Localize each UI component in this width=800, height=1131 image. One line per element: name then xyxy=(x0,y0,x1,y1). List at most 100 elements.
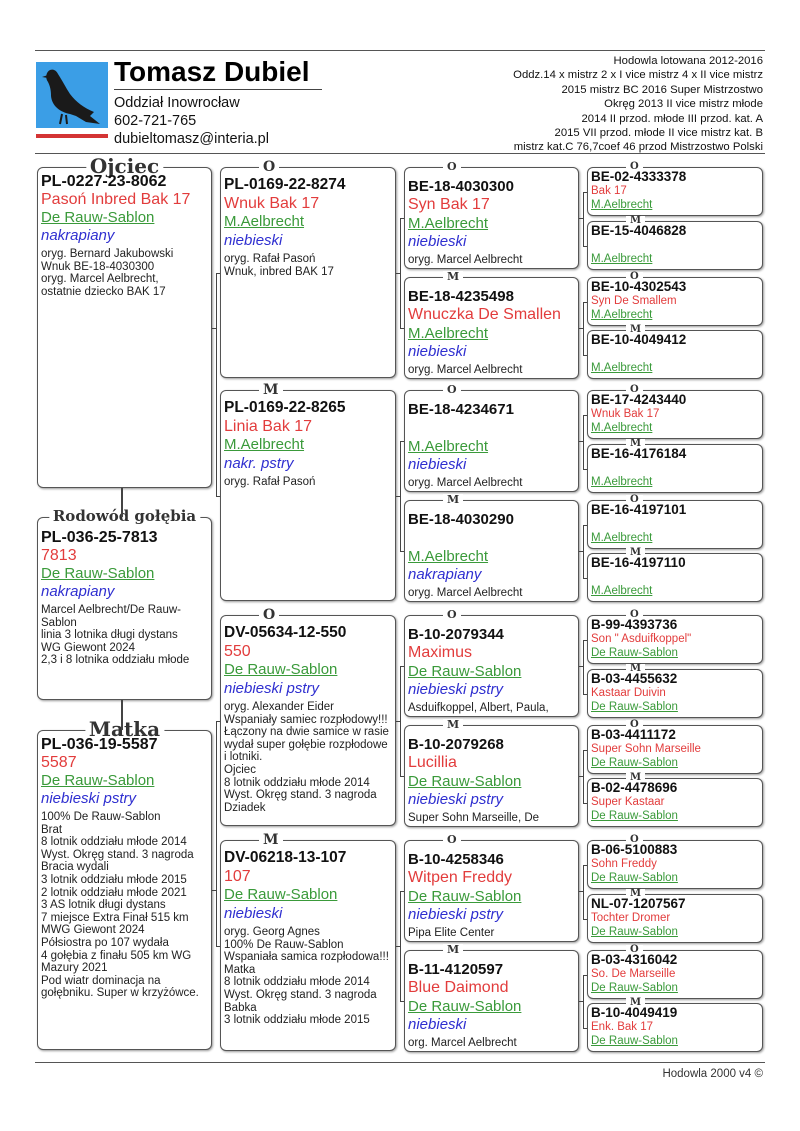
pigeon-name: 550 xyxy=(224,642,251,660)
footer-text: Hodowla 2000 v4 © xyxy=(662,1068,763,1080)
breeder-link[interactable]: M.Aelbrecht xyxy=(224,436,305,453)
pigeon-name: So. De Marseille xyxy=(591,968,676,980)
breeder-link[interactable]: De Rauw-Sablon xyxy=(224,886,338,903)
pigeon-color: niebieski pstry xyxy=(408,790,504,808)
ring-number: B-11-4120597 xyxy=(408,961,504,978)
great-great-grandparent-card[interactable]: O BE-16-4197101 M.Aelbrecht xyxy=(587,495,763,549)
email[interactable]: dubieltomasz@interia.pl xyxy=(114,131,269,147)
pigeon-color: nakrapiany xyxy=(41,227,115,244)
grandparent-card[interactable]: M PL-0169-22-8265 Linia Bak 17 M.Aelbrecht n… xyxy=(220,382,396,601)
breeder-link[interactable]: M.Aelbrecht xyxy=(408,547,489,565)
breeder-link[interactable]: De Rauw-Sablon xyxy=(591,757,678,769)
achievement-line: 2015 mistrz BC 2016 Super Mistrzostwo xyxy=(561,83,763,96)
connector-line xyxy=(396,945,400,947)
great-great-grandparent-card[interactable]: O B-03-4316042 So. De Marseille De Rauw-Sab… xyxy=(587,945,763,999)
breeder-link[interactable]: De Rauw-Sablon xyxy=(591,926,678,938)
breeder-link[interactable]: De Rauw-Sablon xyxy=(591,1035,678,1047)
pigeon-name: Syn Bak 17 xyxy=(408,196,490,214)
breeder-link[interactable]: De Rauw-Sablon xyxy=(591,872,678,884)
connector-line xyxy=(216,272,217,496)
great-great-grandparent-card[interactable]: O BE-10-4302543 Syn De Smallem M.Aelbrecht xyxy=(587,272,763,326)
great-great-grandparent-card[interactable]: O BE-02-4333378 Bak 17 M.Aelbrecht xyxy=(587,162,763,216)
note-line: linia 3 lotnika długi dystans xyxy=(41,629,178,642)
great-great-grandparent-card[interactable]: M B-10-4049419 Enk. Bak 17 De Rauw-Sablon xyxy=(587,998,763,1052)
breeder-link[interactable]: M.Aelbrecht xyxy=(591,476,653,488)
breeder-link[interactable]: M.Aelbrecht xyxy=(591,422,653,434)
breeder-link[interactable]: M.Aelbrecht xyxy=(591,362,653,374)
great-great-grandparent-card[interactable]: M BE-16-4197110 M.Aelbrecht xyxy=(587,548,763,602)
great-great-grandparent-card[interactable]: O B-06-5100883 Sohn Freddy De Rauw-Sablon xyxy=(587,835,763,889)
breeder-link[interactable]: M.Aelbrecht xyxy=(408,437,489,455)
father-card[interactable]: Ojciec PL-0227-23-8062 Pasoń Inbred Bak 17… xyxy=(37,156,212,488)
great-great-grandparent-card[interactable]: M B-02-4478696 Super Kastaar De Rauw-Sablon xyxy=(587,773,763,827)
note-line: Wnuk BE-18-4030300 xyxy=(41,260,155,273)
subject-card[interactable]: Rodowód gołębia PL-036-25-7813 7813 De Rauw… xyxy=(37,509,212,700)
connector-line xyxy=(579,551,583,552)
breeder-link[interactable]: M.Aelbrecht xyxy=(591,532,653,544)
breeder-link[interactable]: De Rauw-Sablon xyxy=(591,810,678,822)
ring-number: B-99-4393736 xyxy=(591,618,678,632)
connector-line xyxy=(579,328,583,329)
great-grandparent-card[interactable]: M B-10-2079268 Lucillia De Rauw-Sablon niebi… xyxy=(404,719,579,827)
great-great-grandparent-card[interactable]: O B-03-4411172 Super Sohn Marseille De Rauw… xyxy=(587,720,763,774)
breeder-link[interactable]: De Rauw-Sablon xyxy=(408,997,522,1015)
breeder-link[interactable]: De Rauw-Sablon xyxy=(408,772,522,790)
grandparent-card[interactable]: O PL-0169-22-8274 Wnuk Bak 17 M.Aelbrecht ni… xyxy=(220,159,396,378)
great-great-grandparent-card[interactable]: M BE-10-4049412 M.Aelbrecht xyxy=(587,325,763,379)
ring-number: B-03-4455632 xyxy=(591,672,678,686)
ring-number: B-10-4049419 xyxy=(591,1006,678,1020)
pigeon-name xyxy=(591,517,759,531)
pigeon-color: niebieski xyxy=(408,232,467,250)
great-great-grandparent-card[interactable]: O B-99-4393736 Son " Asduifkoppel" De Rauw-… xyxy=(587,610,763,664)
breeder-link[interactable]: M.Aelbrecht xyxy=(408,324,489,342)
ring-number: DV-06218-13-107 xyxy=(224,849,347,866)
connector-line xyxy=(121,700,123,730)
breeder-link[interactable]: De Rauw-Sablon xyxy=(591,647,678,659)
notes: oryg. Marcel Aelbrecht xyxy=(408,364,575,376)
ring-number: BE-18-4030300 xyxy=(408,178,514,195)
parent-label: O xyxy=(443,609,461,621)
breeder-link[interactable]: De Rauw-Sablon xyxy=(224,661,338,678)
note-line: Dziadek xyxy=(224,801,266,814)
grandparent-card[interactable]: M DV-06218-13-107 107 De Rauw-Sablon niebies… xyxy=(220,832,396,1051)
pigeon-color: nakrapiany xyxy=(408,565,482,583)
pigeon-name: 5587 xyxy=(41,754,77,771)
breeder-link[interactable]: M.Aelbrecht xyxy=(591,253,653,265)
breeder-link[interactable]: M.Aelbrecht xyxy=(408,214,489,232)
breeder-link[interactable]: De Rauw-Sablon xyxy=(41,209,155,226)
breeder-link[interactable]: De Rauw-Sablon xyxy=(41,772,155,789)
pigeon-name: Witpen Freddy xyxy=(408,869,513,887)
breeder-link[interactable]: De Rauw-Sablon xyxy=(408,887,522,905)
breeder-link[interactable]: M.Aelbrecht xyxy=(591,199,653,211)
great-grandparent-card[interactable]: O BE-18-4030300 Syn Bak 17 M.Aelbrecht niebi… xyxy=(404,161,579,269)
great-great-grandparent-card[interactable]: M B-03-4455632 Kastaar Duivin De Rauw-Sablo… xyxy=(587,664,763,718)
breeder-link[interactable]: M.Aelbrecht xyxy=(591,309,653,321)
great-grandparent-card[interactable]: O B-10-2079344 Maximus De Rauw-Sablon niebie… xyxy=(404,609,579,717)
great-great-grandparent-card[interactable]: O BE-17-4243440 Wnuk Bak 17 M.Aelbrecht xyxy=(587,385,763,439)
grandparent-card[interactable]: O DV-05634-12-550 550 De Rauw-Sablon niebies… xyxy=(220,607,396,826)
great-great-grandparent-card[interactable]: M NL-07-1207567 Tochter Dromer De Rauw-Sabl… xyxy=(587,889,763,943)
connector-line xyxy=(212,890,216,891)
logo-bar xyxy=(36,134,108,138)
ring-number: BE-17-4243440 xyxy=(591,393,687,407)
great-grandparent-card[interactable]: M BE-18-4235498 Wnuczka De Smallen M.Aelbre… xyxy=(404,271,579,379)
parent-label: M xyxy=(626,548,646,558)
great-grandparent-card[interactable]: O BE-18-4234671 M.Aelbrecht niebieski oryg. … xyxy=(404,384,579,492)
breeder-link[interactable]: M.Aelbrecht xyxy=(224,213,305,230)
mother-card[interactable]: Matka PL-036-19-5587 5587 De Rauw-Sablon nie… xyxy=(37,719,212,1050)
pigeon-icon xyxy=(36,62,108,128)
great-great-grandparent-card[interactable]: M BE-16-4176184 M.Aelbrecht xyxy=(587,439,763,493)
ring-number: BE-16-4176184 xyxy=(591,447,687,461)
pigeon-color: niebieski xyxy=(408,1015,467,1033)
parent-label: M xyxy=(626,664,646,674)
great-grandparent-card[interactable]: O B-10-4258346 Witpen Freddy De Rauw-Sablon… xyxy=(404,834,579,942)
connector-line xyxy=(396,720,400,722)
breeder-link[interactable]: De Rauw-Sablon xyxy=(591,701,678,713)
great-grandparent-card[interactable]: M BE-18-4030290 M.Aelbrecht nakrapiany oryg.… xyxy=(404,494,579,602)
great-great-grandparent-card[interactable]: M BE-15-4046828 M.Aelbrecht xyxy=(587,216,763,270)
great-grandparent-card[interactable]: M B-11-4120597 Blue Daimond De Rauw-Sablon n… xyxy=(404,944,579,1052)
breeder-link[interactable]: M.Aelbrecht xyxy=(591,585,653,597)
breeder-link[interactable]: De Rauw-Sablon xyxy=(591,982,678,994)
breeder-link[interactable]: De Rauw-Sablon xyxy=(408,662,522,680)
breeder-link[interactable]: De Rauw-Sablon xyxy=(41,565,155,582)
